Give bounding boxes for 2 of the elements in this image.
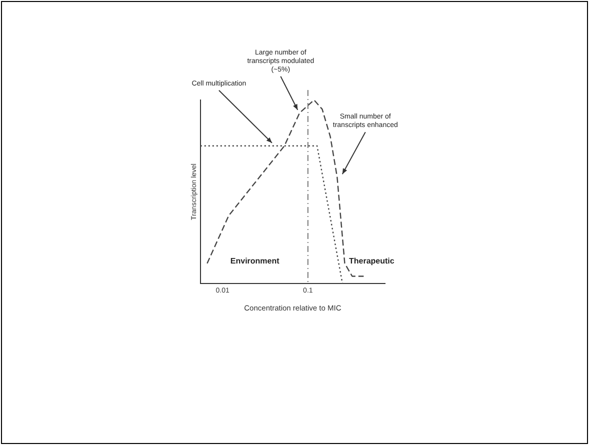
annotation: Therapeutic <box>349 256 395 266</box>
annotation: Environment <box>230 256 280 266</box>
